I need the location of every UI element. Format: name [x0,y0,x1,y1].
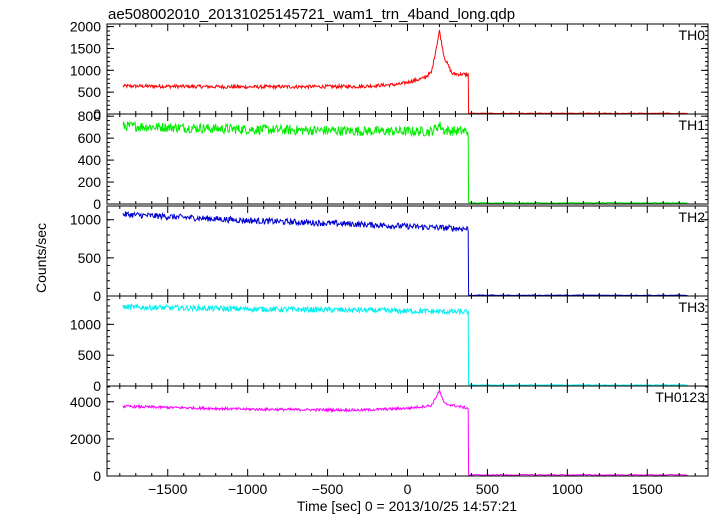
panel-label: TH2 [679,209,706,225]
plot-area: TH0 0 500 1000 1500 2000 TH1 0 200 400 600 800 TH2 0 5… [70,19,709,497]
series-line-th1 [122,120,688,204]
series-line-th0 [122,29,688,115]
series-line-th2 [122,211,688,297]
y-tick-label: 4000 [70,394,101,410]
x-tick-label: 500 [476,481,500,497]
y-tick-label: 0 [93,288,101,304]
series-line-th0123 [122,389,688,476]
panel-frame-th0 [106,23,709,115]
x-tick-label: −1500 [148,481,188,497]
x-tick-label: −500 [312,481,344,497]
x-tick-label: 1500 [632,481,663,497]
y-tick-label: 500 [78,250,102,266]
panel-frame-th0123 [106,385,709,477]
chart-title: ae508002010_20131025145721_wam1_trn_4ban… [108,6,515,23]
y-tick-label: 0 [93,378,101,394]
y-tick-label: 1000 [70,62,101,78]
y-tick-label: 600 [78,130,102,146]
y-tick-label: 1000 [70,316,101,332]
panel-label: TH0123 [655,389,705,405]
panel-label: TH0 [679,27,706,43]
y-tick-label: 1000 [70,212,101,228]
y-tick-label: 800 [78,108,102,124]
y-tick-label: 0 [93,196,101,212]
panel-label: TH3 [679,299,706,315]
x-axis-label: Time [sec] 0 = 2013/10/25 14:57:21 [297,498,517,514]
y-tick-label: 2000 [70,19,101,35]
series-line-th3 [122,302,688,386]
x-tick-label: −1000 [228,481,268,497]
y-tick-label: 500 [78,347,102,363]
y-tick-label: 2000 [70,431,101,447]
x-tick-label: 0 [404,481,412,497]
y-tick-label: 0 [93,106,101,122]
panel-label: TH1 [679,117,706,133]
y-tick-label: 1500 [70,40,101,56]
y-tick-label: 500 [78,84,102,100]
y-tick-label: 200 [78,174,102,190]
x-tick-label: 1000 [552,481,583,497]
y-tick-label: 0 [93,468,101,484]
y-tick-label: 400 [78,152,102,168]
y-axis-label: Counts/sec [33,223,49,293]
